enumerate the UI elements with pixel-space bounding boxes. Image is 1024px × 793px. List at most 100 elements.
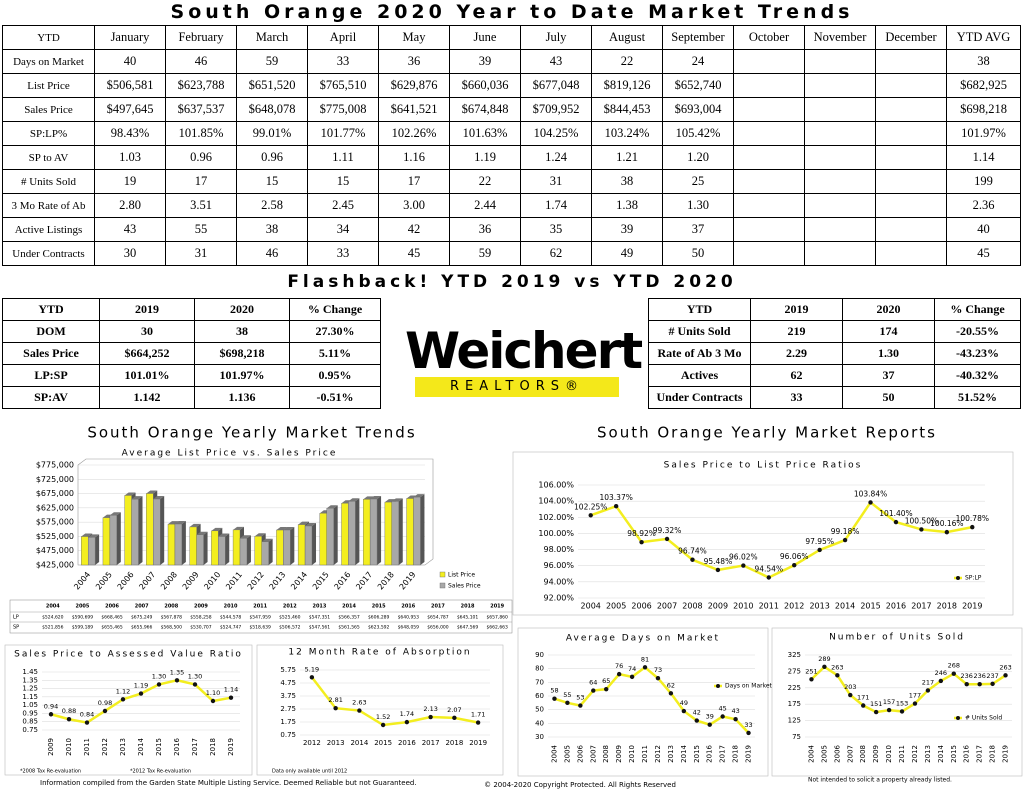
data-label: 0.84: [80, 711, 94, 719]
point: [629, 674, 635, 680]
point: [639, 539, 644, 545]
data-table-header: 2004: [46, 604, 60, 610]
chart-title: Sales Price to List Price Ratios: [664, 461, 863, 471]
table-cell: 0.96: [165, 145, 237, 170]
data-label: 42: [693, 709, 701, 717]
table-cell: 38: [946, 49, 1021, 74]
data-label: 1.35: [170, 668, 184, 676]
y-tick-label: 92.00%: [543, 594, 574, 603]
x-tick-label: 2012: [303, 739, 321, 747]
y-tick-label: 2.75: [280, 705, 296, 713]
table-cell: 1.38: [591, 193, 663, 218]
x-tick-label: 2008: [159, 570, 179, 591]
x-tick-label: 2011: [898, 745, 906, 763]
section-title: South Orange Yearly Market Trends: [87, 424, 416, 442]
x-tick-label: 2017: [354, 570, 374, 591]
logo-name: Weichert: [405, 322, 643, 380]
data-table-row-label: SP: [13, 625, 19, 631]
x-tick-label: 2019: [962, 602, 982, 611]
x-tick-label: 2019: [227, 738, 235, 756]
table-cell: [804, 73, 876, 98]
data-label: 74: [628, 665, 636, 673]
data-label: 97.95%: [805, 537, 834, 546]
x-tick-label: 2006: [116, 570, 136, 591]
x-tick-label: 2015: [860, 602, 880, 611]
bar-side: [203, 531, 208, 565]
bar-top: [363, 496, 375, 500]
data-label: 1.71: [471, 711, 485, 719]
point: [138, 691, 144, 696]
point: [848, 692, 853, 698]
bar-top: [326, 505, 338, 509]
flashback-right-table: YTD 2019 2020% Change # Units Sold 219 174 -20…: [648, 298, 1021, 409]
bar: [109, 515, 118, 566]
table-cell: 45: [946, 241, 1021, 266]
x-tick-label: 2017: [911, 602, 931, 611]
bar-top: [211, 527, 223, 531]
x-tick-label: 2008: [682, 602, 702, 611]
bar-top: [384, 499, 396, 503]
table-cell: 33: [750, 386, 843, 409]
x-tick-label: 2009: [181, 570, 201, 591]
bar-top: [305, 522, 317, 526]
table-cell: YTD AVG: [946, 25, 1021, 50]
legend-label: List Price: [448, 572, 475, 579]
bar: [102, 517, 111, 566]
table-row: LP:SP 101.01% 101.97% 0.95%: [2, 364, 381, 387]
table-cell: 1.142: [99, 386, 195, 409]
data-label: 100.16%: [930, 519, 963, 528]
point: [664, 536, 670, 542]
point: [990, 681, 995, 687]
table-cell: 35: [520, 217, 592, 242]
y-tick-label: 96.00%: [543, 561, 574, 570]
x-tick-label: 2015: [374, 739, 392, 747]
bar-top: [131, 496, 143, 500]
table-cell: $677,048: [520, 73, 592, 98]
table-cell: [804, 169, 876, 194]
x-tick-label: 2019: [398, 570, 418, 591]
page-title: South Orange 2020 Year to Date Market Tr…: [170, 1, 854, 23]
x-tick-label: 2014: [937, 744, 945, 762]
data-label: 236: [973, 672, 985, 680]
point: [333, 706, 338, 711]
table-cell: [804, 217, 876, 242]
x-tick-label: 2013: [667, 745, 675, 763]
bar: [304, 525, 313, 566]
data-label: 99.32%: [653, 526, 682, 535]
data-label: 103.84%: [854, 489, 887, 498]
bar-side: [377, 496, 382, 565]
bar-top: [391, 498, 403, 502]
table-cell: 199: [946, 169, 1021, 194]
y-tick-label: $675,000: [36, 489, 74, 498]
logo: Weichert REALTORS®: [405, 322, 643, 397]
bar-top: [283, 526, 295, 530]
flashback-left-table: YTD 2019 2020% Change DOM 30 38 27.30% Sales Pr…: [2, 298, 381, 409]
bar-side: [420, 494, 425, 565]
point: [741, 563, 746, 568]
table-cell: 2019: [99, 298, 195, 321]
table-cell: $844,453: [591, 97, 663, 122]
table-cell: 1.20: [662, 145, 734, 170]
table-cell: 55: [165, 217, 237, 242]
bar-side: [225, 533, 230, 565]
point: [655, 676, 661, 681]
data-label: 263: [999, 663, 1011, 671]
y-tick-label: 80: [535, 665, 544, 673]
bar: [124, 495, 132, 566]
legend-label: Sales Price: [448, 583, 481, 590]
y-tick-label: 175: [788, 700, 801, 708]
bar-top: [146, 490, 158, 494]
point: [613, 504, 619, 509]
table-cell: [875, 49, 947, 74]
table-cell: 101.63%: [449, 121, 521, 146]
y-tick-label: 325: [788, 651, 801, 659]
data-label: 1.14: [224, 686, 238, 694]
x-tick-label: 2011: [641, 745, 649, 763]
line: [590, 500, 973, 579]
table-cell: -43.23%: [934, 342, 1021, 365]
bar-top: [88, 534, 100, 538]
data-label: 94.54%: [754, 564, 783, 573]
x-tick-label: 2004: [581, 602, 601, 611]
table-cell: $651,520: [236, 73, 308, 98]
